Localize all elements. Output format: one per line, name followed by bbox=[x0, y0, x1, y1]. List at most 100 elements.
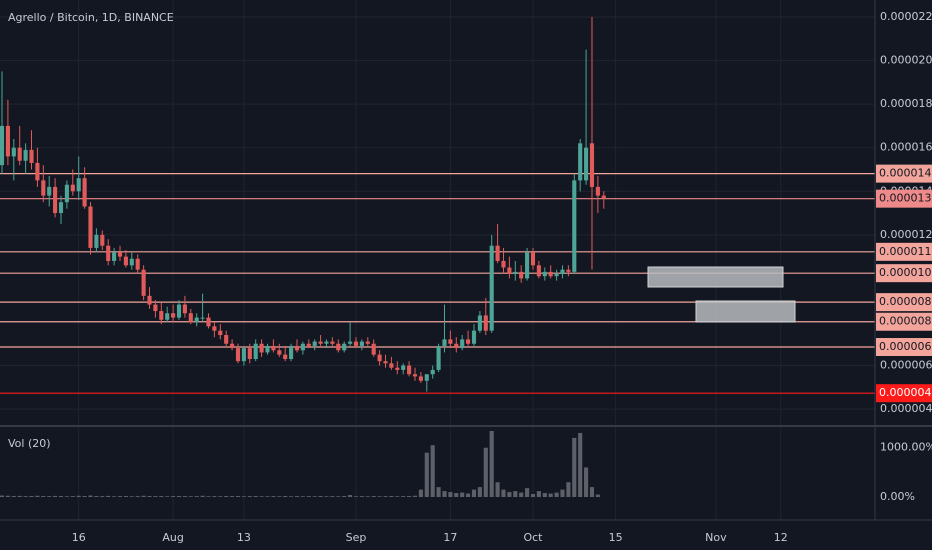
volume-bars bbox=[0, 430, 600, 497]
candle-body bbox=[100, 234, 105, 246]
volume-bar bbox=[566, 482, 571, 497]
volume-bar bbox=[283, 496, 288, 497]
volume-bar bbox=[0, 495, 5, 497]
volume-bar bbox=[188, 496, 193, 497]
x-tick-label: 12 bbox=[774, 531, 788, 544]
candle-body bbox=[365, 341, 370, 344]
candle-body bbox=[289, 345, 294, 359]
volume-bar bbox=[389, 496, 394, 497]
volume-bar bbox=[265, 496, 270, 497]
candle-body bbox=[235, 348, 241, 362]
candle-body bbox=[17, 147, 22, 161]
volume-bar bbox=[595, 494, 600, 497]
volume-bar bbox=[70, 496, 75, 497]
candle-body bbox=[330, 341, 335, 344]
candle-body bbox=[23, 149, 28, 161]
volume-bar bbox=[436, 487, 441, 497]
volume-bar bbox=[312, 496, 317, 497]
candle-body bbox=[584, 147, 589, 181]
level-label: 0.00000801 bbox=[879, 315, 932, 328]
volume-bar bbox=[578, 432, 583, 497]
level-label-box bbox=[876, 312, 932, 331]
candle-body bbox=[525, 252, 530, 279]
volume-bar bbox=[182, 496, 187, 497]
candle-body bbox=[82, 178, 87, 207]
candle-body bbox=[489, 245, 494, 331]
candle-body bbox=[395, 367, 400, 370]
candle-body bbox=[554, 274, 559, 277]
candle-body bbox=[159, 311, 164, 320]
volume-bar bbox=[194, 496, 199, 497]
volume-bar bbox=[176, 496, 182, 497]
candle-body bbox=[29, 149, 34, 163]
candle-body bbox=[359, 341, 364, 346]
candle-body bbox=[106, 245, 111, 261]
volume-bar bbox=[100, 496, 105, 497]
y-tick-label: 0.00001200 bbox=[880, 228, 932, 241]
candle-body bbox=[165, 313, 170, 320]
candle-body bbox=[117, 252, 123, 257]
volume-bar bbox=[418, 489, 423, 497]
level-label-box bbox=[876, 293, 932, 312]
candle-body bbox=[448, 339, 453, 344]
volume-bar bbox=[300, 496, 305, 497]
candle-body bbox=[230, 343, 235, 349]
candle-body bbox=[530, 252, 536, 266]
volume-bar bbox=[460, 492, 465, 497]
level-label: 0.00000473 bbox=[879, 386, 932, 399]
volume-bar bbox=[94, 496, 99, 497]
candle-body bbox=[182, 304, 187, 314]
volume-bar bbox=[483, 447, 488, 497]
volume-bar bbox=[365, 496, 370, 497]
candle-body bbox=[41, 180, 46, 196]
volume-bar bbox=[141, 495, 146, 497]
volume-bar bbox=[477, 487, 482, 497]
level-label-box bbox=[876, 164, 932, 183]
candle-body bbox=[283, 354, 288, 359]
candle-body bbox=[477, 315, 482, 331]
level-label: 0.00000685 bbox=[879, 340, 932, 353]
volume-bar bbox=[401, 496, 406, 497]
candle-body bbox=[188, 313, 193, 322]
volume-bar bbox=[171, 496, 176, 497]
candle-body bbox=[424, 374, 429, 381]
candle-body bbox=[595, 186, 600, 196]
candle-body bbox=[466, 339, 471, 344]
candle-body bbox=[418, 376, 423, 381]
candle-body bbox=[58, 202, 64, 214]
candle-body bbox=[247, 348, 252, 359]
candle-body bbox=[112, 252, 117, 261]
volume-bar bbox=[525, 488, 530, 497]
volume-bar bbox=[560, 489, 565, 497]
x-tick-label: Aug bbox=[162, 531, 183, 544]
volume-bar bbox=[53, 495, 58, 497]
x-tick-label: 15 bbox=[609, 531, 623, 544]
volume-bar bbox=[448, 492, 453, 497]
chart-title: Agrello / Bitcoin, 1D, BINANCE bbox=[8, 11, 174, 24]
volume-bar bbox=[442, 491, 447, 497]
volume-bar bbox=[507, 492, 512, 497]
level-label: 0.00001024 bbox=[879, 266, 932, 279]
volume-bar bbox=[324, 496, 329, 497]
candle-body bbox=[135, 258, 140, 270]
volume-bar bbox=[330, 496, 335, 497]
level-label-box bbox=[876, 242, 932, 261]
candle-body bbox=[35, 162, 40, 181]
volume-bar bbox=[241, 496, 246, 497]
volume-bar bbox=[117, 496, 123, 497]
candle-body bbox=[495, 245, 500, 261]
candle-body bbox=[383, 361, 388, 364]
y-tick-label: 0.00000600 bbox=[880, 359, 932, 372]
candle-body bbox=[513, 271, 518, 275]
candle-body bbox=[147, 295, 152, 305]
level-label: 0.00000891 bbox=[879, 295, 932, 308]
volume-bar bbox=[348, 495, 353, 497]
candle-body bbox=[206, 317, 211, 327]
level-label-box bbox=[876, 338, 932, 357]
volume-bar bbox=[123, 496, 128, 497]
volume-bar bbox=[23, 496, 28, 497]
volume-bar bbox=[235, 496, 241, 497]
candle-body bbox=[300, 343, 305, 351]
